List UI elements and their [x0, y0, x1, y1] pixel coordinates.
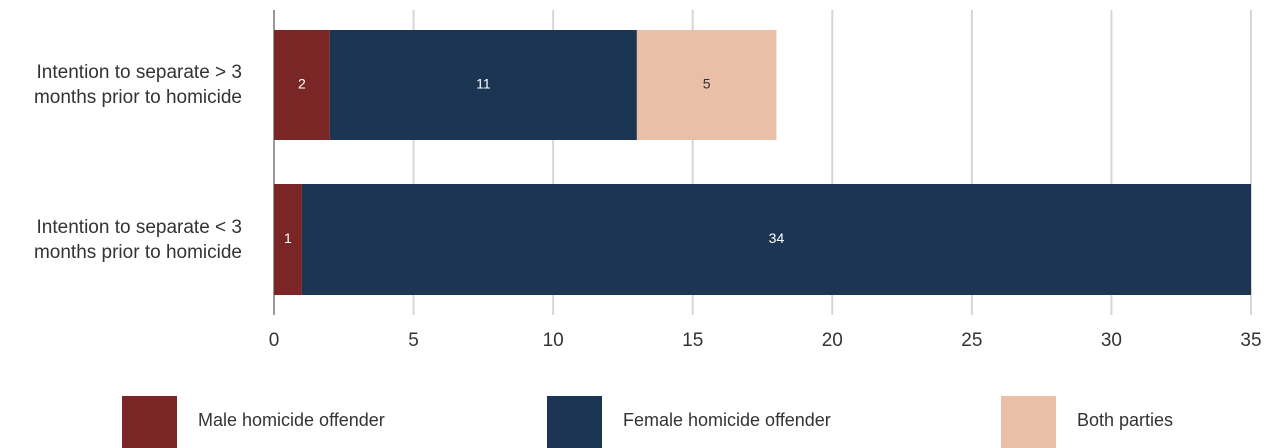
data-label: 1: [284, 230, 292, 246]
bar-segment: [301, 184, 1251, 295]
legend-label: Male homicide offender: [198, 410, 385, 430]
category-label: Intention to separate < 3 months prior t…: [33, 216, 242, 263]
legend-swatch: [1001, 396, 1056, 448]
bar-segment: [274, 184, 302, 295]
legend-swatch: [122, 396, 177, 448]
x-tick-label: 15: [682, 330, 703, 351]
x-tick-label: 35: [1240, 330, 1261, 351]
data-label: 34: [769, 230, 785, 246]
x-tick-label: 10: [543, 330, 564, 351]
legend-label: Female homicide offender: [623, 410, 831, 430]
bar-segment: [636, 30, 777, 140]
bar-segment: [329, 30, 637, 140]
x-tick-label: 25: [961, 330, 982, 351]
x-tick-label: 20: [822, 330, 843, 351]
legend-label: Both parties: [1077, 410, 1173, 430]
data-label: 5: [703, 76, 711, 92]
data-label: 11: [476, 76, 491, 92]
legend-swatch: [547, 396, 602, 448]
x-tick-label: 0: [269, 330, 280, 351]
x-tick-label: 5: [408, 330, 419, 351]
category-label: Intention to separate > 3 months prior t…: [33, 62, 242, 108]
bar-segment: [274, 30, 330, 140]
x-tick-label: 30: [1101, 330, 1122, 351]
data-label: 2: [298, 76, 306, 92]
